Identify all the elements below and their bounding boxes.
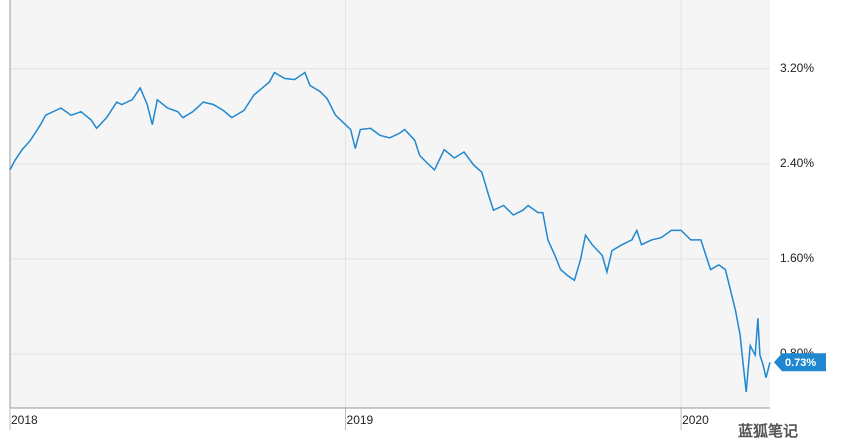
y-tick-label: 3.20% xyxy=(780,61,814,75)
x-tick-label: 2020 xyxy=(682,413,709,427)
value-badge xyxy=(774,353,826,372)
watermark: 蓝狐笔记 xyxy=(738,422,798,440)
value-badge-label: 0.73% xyxy=(785,357,816,369)
line xyxy=(9,71,771,393)
plot-area xyxy=(10,0,770,408)
y-tick-label: 1.60% xyxy=(780,251,814,265)
x-tick-label: 2019 xyxy=(347,413,374,427)
y-tick-label: 2.40% xyxy=(780,156,814,170)
x-tick-label: 2018 xyxy=(11,413,38,427)
